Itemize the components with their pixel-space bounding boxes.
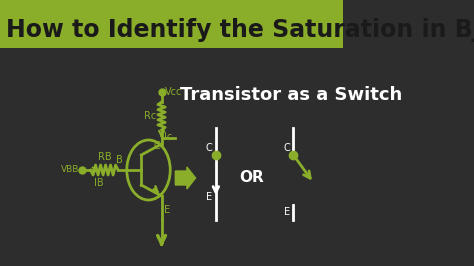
Text: Transistor as a Switch: Transistor as a Switch — [180, 86, 402, 104]
Text: B: B — [116, 155, 122, 165]
FancyArrow shape — [175, 167, 196, 189]
Text: C: C — [154, 141, 160, 151]
Text: C: C — [206, 143, 212, 153]
Text: RB: RB — [98, 152, 111, 162]
Text: OR: OR — [240, 171, 264, 185]
Text: Vcc: Vcc — [164, 87, 182, 97]
Text: E: E — [164, 205, 170, 215]
Text: Ic: Ic — [164, 132, 172, 142]
Text: IB: IB — [94, 178, 103, 188]
Text: VBB: VBB — [61, 165, 80, 174]
Text: E: E — [206, 192, 212, 202]
Text: Rc: Rc — [144, 111, 156, 121]
Text: C: C — [283, 143, 290, 153]
Text: E: E — [283, 207, 290, 217]
Text: How to Identify the Saturation in BJT: How to Identify the Saturation in BJT — [6, 18, 474, 42]
Bar — [0, 0, 343, 48]
